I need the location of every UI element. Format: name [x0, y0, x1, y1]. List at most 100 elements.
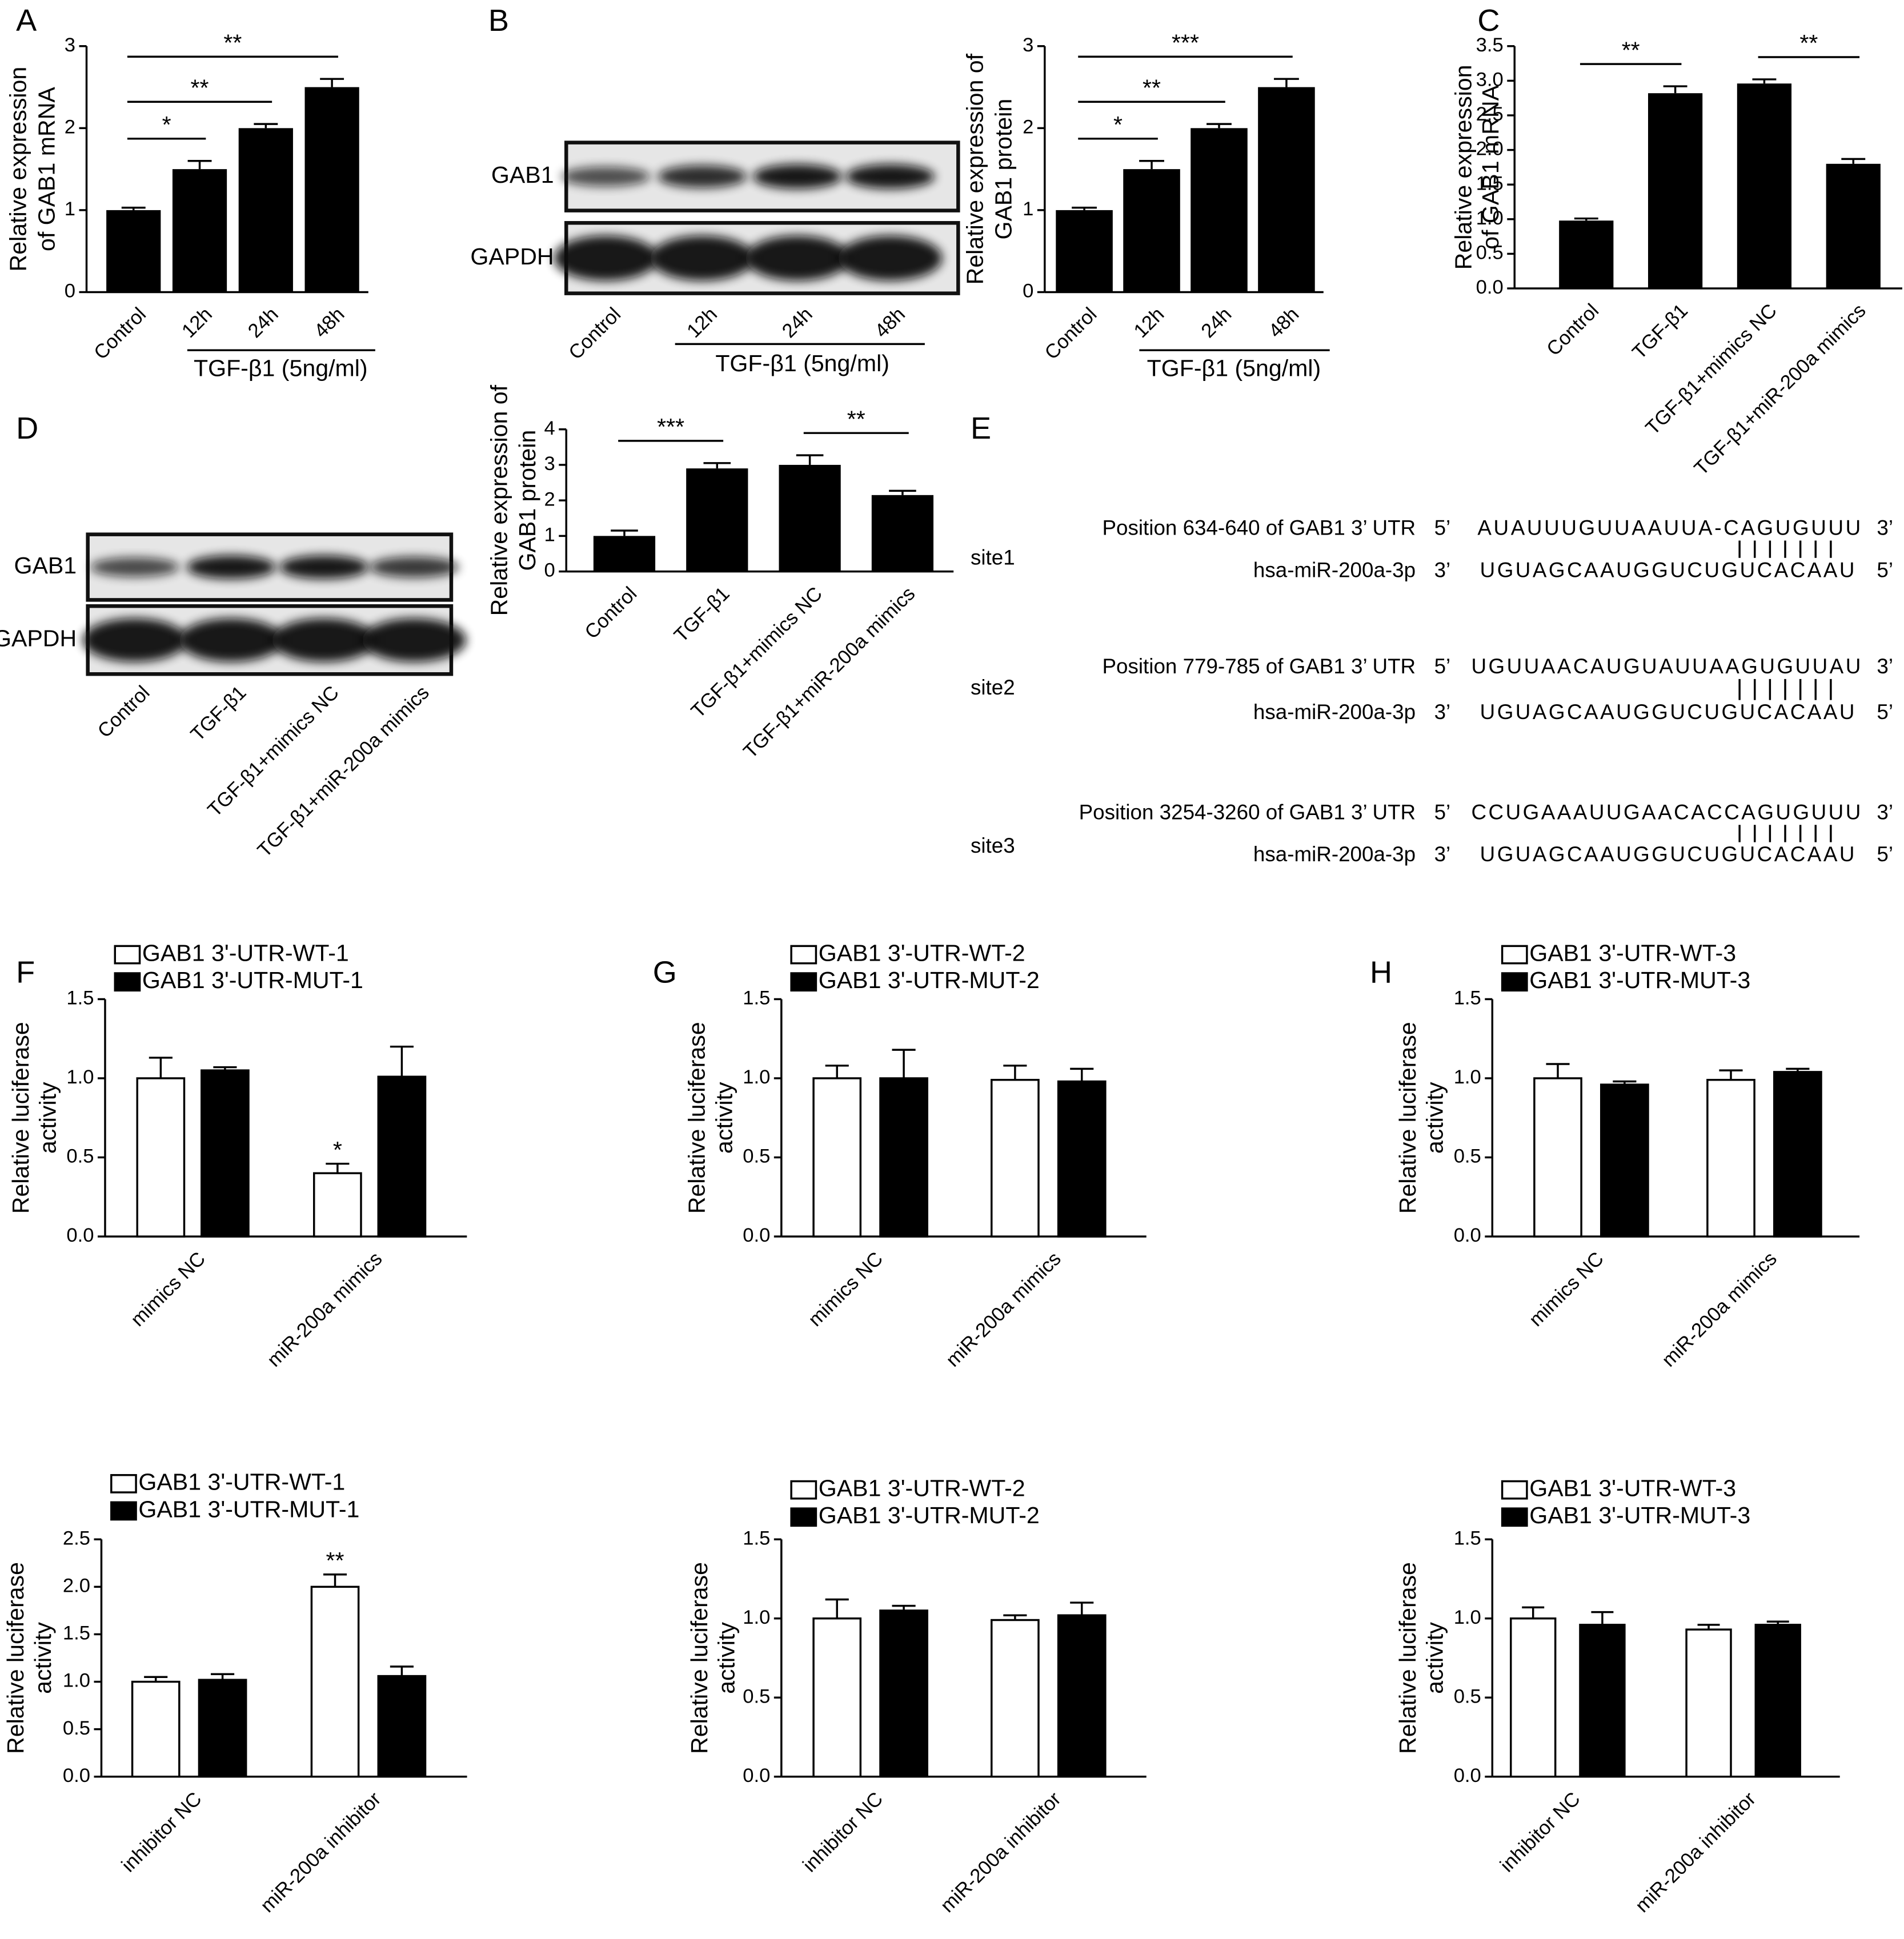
bar	[1737, 83, 1792, 288]
bar	[1123, 169, 1180, 292]
blot-band	[83, 618, 187, 662]
error-bar	[1206, 123, 1232, 129]
mirna-5: 5’	[1877, 558, 1893, 581]
y-tick-label: 1	[544, 524, 555, 546]
y-axis-label: of GAB1 mRNA	[1477, 85, 1504, 249]
bar	[1648, 93, 1703, 288]
target-3: 3’	[1877, 801, 1893, 824]
x-tick-label: Control	[90, 303, 150, 364]
mirna-seq: UGUAGCAAUGGUCUGUCACAAU	[1480, 700, 1855, 724]
y-tick-label: 0.5	[1454, 1146, 1481, 1167]
error-bar	[1274, 78, 1299, 87]
y-axis-label: activity	[714, 1622, 740, 1694]
blot-band	[90, 557, 179, 577]
x-tick-label: 24h	[1197, 303, 1236, 342]
error-bar	[1003, 1065, 1027, 1080]
x-tick-label: mimics NC	[1525, 1248, 1608, 1331]
y-axis-label: Relative expression of	[486, 384, 512, 616]
y-tick-label: 1	[65, 198, 75, 220]
y-tick-label: 3	[65, 34, 75, 56]
y-tick-label: 1.5	[743, 1527, 770, 1549]
x-tick-label: miR-200a inhibitor	[1632, 1788, 1760, 1917]
error-bar	[1719, 1069, 1743, 1080]
bar	[201, 1069, 250, 1238]
y-tick-label: 1.0	[1476, 207, 1504, 229]
y-tick-label: 1.0	[743, 1607, 770, 1628]
bar	[1533, 1077, 1582, 1238]
bar	[991, 1619, 1040, 1778]
y-tick-label: 0.0	[63, 1765, 90, 1787]
x-tick-label: TGF-β1+miR-200a mimics	[1690, 300, 1870, 480]
bar	[310, 1585, 360, 1778]
significance-label: ***	[1172, 29, 1199, 55]
mirna-3: 3’	[1434, 842, 1451, 866]
error-bar	[390, 1665, 414, 1676]
error-bar	[1072, 206, 1097, 210]
error-bar	[1139, 160, 1164, 170]
x-tick-label: TGF-β1	[1628, 300, 1692, 364]
target-seq: UGUUAACAUGUAUUAAGUGUUAU	[1472, 655, 1861, 678]
error-bar	[149, 1057, 173, 1078]
bar	[198, 1679, 247, 1778]
error-bar	[1522, 1606, 1545, 1619]
blot-band	[370, 556, 459, 578]
legend-swatch	[114, 945, 141, 965]
bar	[991, 1078, 1040, 1238]
blot-band	[554, 235, 658, 281]
error-bar	[1766, 1620, 1789, 1625]
blot-band	[279, 555, 368, 579]
bar	[1190, 128, 1248, 292]
y-axis-label: Relative expression of	[962, 53, 988, 284]
y-tick-label: 0.5	[743, 1685, 770, 1707]
error-bar	[703, 462, 731, 469]
blot-band	[186, 555, 276, 579]
y-tick-label: 1.5	[63, 1623, 90, 1644]
x-tick-label: inhibitor NC	[118, 1788, 206, 1877]
legend-label: GAB1 3'-UTR-MUT-1	[142, 967, 363, 993]
x-tick-label: miR-200a mimics	[942, 1248, 1065, 1371]
significance-label: **	[223, 29, 242, 55]
error-bar	[1786, 1067, 1810, 1072]
y-axis-label: activity	[1422, 1082, 1448, 1154]
y-tick-label: 0.5	[1476, 242, 1504, 264]
bar	[1056, 210, 1113, 292]
error-bar	[1841, 158, 1866, 164]
panel-label: B	[488, 3, 509, 38]
y-tick-label: 2.5	[63, 1527, 90, 1549]
group-label: TGF-β1 (5ng/ml)	[1147, 355, 1321, 382]
legend-label: GAB1 3'-UTR-WT-2	[819, 1475, 1025, 1502]
legend-label: GAB1 3'-UTR-WT-1	[142, 940, 349, 966]
legend-swatch	[790, 945, 817, 965]
panel-label: E	[971, 411, 991, 445]
x-tick-label: inhibitor NC	[1496, 1788, 1585, 1877]
x-tick-label: Control	[581, 583, 642, 643]
error-bar	[889, 489, 916, 495]
significance-label: **	[1799, 30, 1818, 56]
y-tick-label: 2.0	[1476, 138, 1504, 160]
error-bar	[121, 206, 146, 210]
error-bar	[825, 1065, 849, 1078]
y-tick-label: 1.0	[1454, 1066, 1481, 1088]
bar	[779, 464, 841, 572]
significance-label: **	[1622, 37, 1640, 63]
error-bar	[825, 1598, 849, 1619]
y-tick-label: 2	[544, 488, 555, 510]
site-label: site3	[971, 834, 1015, 857]
panel-label: F	[16, 955, 35, 989]
y-axis-label: GAB1 protein	[514, 430, 540, 571]
error-bar	[1613, 1080, 1637, 1085]
y-tick-label: 0	[65, 280, 75, 302]
blot-band	[745, 235, 849, 281]
target-seq: AUAUUUGUUAAUUA-CAGUGUUU	[1477, 516, 1861, 540]
x-tick-label: TGF-β1+miR-200a mimics	[739, 583, 919, 762]
bar	[812, 1077, 862, 1238]
error-bar	[796, 454, 824, 465]
error-bar	[326, 1162, 350, 1174]
blot-band	[753, 164, 842, 189]
y-tick-label: 1.0	[743, 1066, 770, 1088]
y-axis-label: Relative expression	[5, 67, 31, 272]
bar	[1057, 1614, 1107, 1778]
y-tick-label: 0.0	[1454, 1765, 1481, 1787]
error-bar	[1546, 1063, 1570, 1078]
x-tick-label: 48h	[1265, 303, 1304, 342]
